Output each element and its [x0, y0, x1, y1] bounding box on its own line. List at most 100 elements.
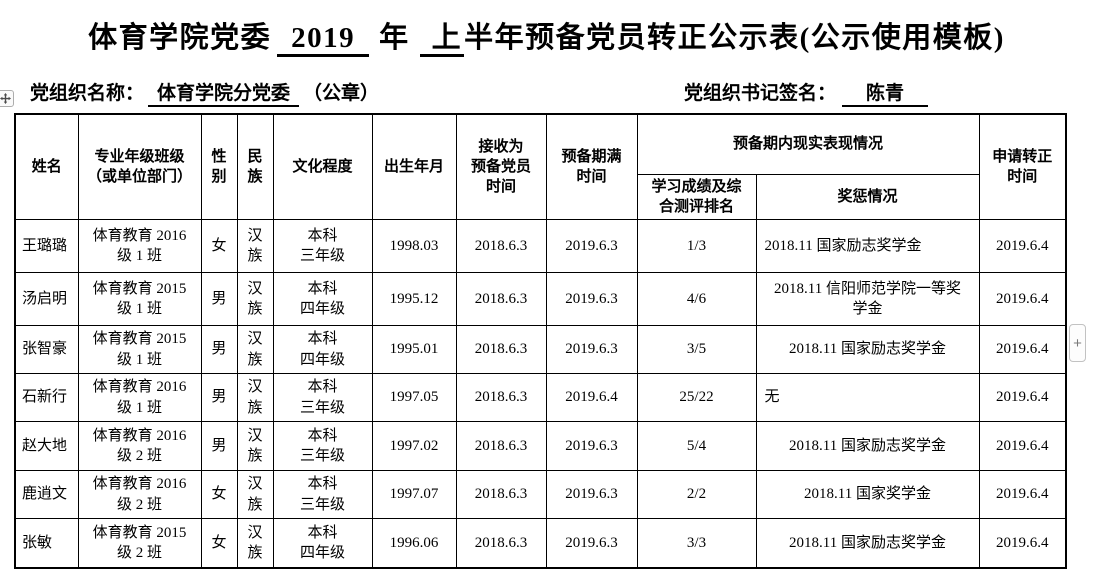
cell-awards: 2018.11 国家励志奖学金: [755, 325, 980, 374]
cell-apply: 2019.6.4: [978, 470, 1067, 519]
org-seal-note: （公章）: [303, 83, 380, 104]
cell-ethnicity: 汉族: [236, 421, 274, 471]
cell-gender: 男: [200, 373, 238, 422]
title-prefix: 体育学院党委: [88, 22, 272, 54]
cell-ranking: 1/3: [636, 219, 757, 273]
cell-ethnicity: 汉族: [236, 518, 274, 568]
cell-name: 石新行: [14, 373, 79, 422]
cell-awards: 2018.11 国家励志奖学金: [755, 219, 980, 273]
cell-education: 本科 三年级: [272, 470, 373, 519]
cell-awards: 2018.11 国家励志奖学金: [755, 518, 980, 568]
cell-apply: 2019.6.4: [978, 373, 1067, 422]
cell-awards: 无: [755, 373, 980, 422]
header-awards: 奖惩情况: [755, 173, 980, 220]
header-period-end: 预备期满 时间: [545, 113, 638, 220]
header-gender: 性别: [200, 113, 238, 220]
header-admitted: 接收为 预备党员 时间: [455, 113, 547, 220]
header-performance-group: 预备期内现实表现情况: [636, 113, 980, 175]
header-ranking: 学习成绩及综 合测评排名: [636, 173, 757, 220]
cell-apply: 2019.6.4: [978, 325, 1067, 374]
cell-ranking: 4/6: [636, 272, 757, 326]
cell-apply: 2019.6.4: [978, 219, 1067, 273]
cell-class: 体育教育 2016 级 2 班: [77, 421, 202, 471]
cell-name: 赵大地: [14, 421, 79, 471]
cell-period-end: 2019.6.3: [545, 325, 638, 374]
table-move-handle[interactable]: [0, 90, 14, 107]
cell-name: 王璐璐: [14, 219, 79, 273]
cell-ethnicity: 汉族: [236, 470, 274, 519]
title-half-underlined: 上: [419, 22, 465, 57]
cell-ethnicity: 汉族: [236, 272, 274, 326]
cell-education: 本科 三年级: [272, 219, 373, 273]
header-name: 姓名: [14, 113, 79, 220]
cell-name: 鹿逍文: [14, 470, 79, 519]
table-row: 王璐璐 体育教育 2016 级 1 班 女 汉族 本科 三年级 1998.03 …: [14, 219, 1067, 273]
cell-education: 本科 三年级: [272, 373, 373, 422]
cell-class: 体育教育 2015 级 2 班: [77, 518, 202, 568]
secretary-sign-value: 陈青: [842, 78, 929, 107]
cell-birth: 1997.07: [371, 470, 457, 519]
cell-birth: 1997.02: [371, 421, 457, 471]
cell-admitted: 2018.6.3: [455, 219, 547, 273]
table-row: 汤启明 体育教育 2015 级 1 班 男 汉族 本科 四年级 1995.12 …: [14, 272, 1067, 326]
cell-education: 本科 三年级: [272, 421, 373, 471]
page-title: 体育学院党委 2019 年上半年预备党员转正公示表(公示使用模板): [0, 14, 1093, 57]
cell-admitted: 2018.6.3: [455, 373, 547, 422]
cell-period-end: 2019.6.3: [545, 272, 638, 326]
table-row: 赵大地 体育教育 2016 级 2 班 男 汉族 本科 三年级 1997.02 …: [14, 421, 1067, 471]
title-year-underlined: 2019: [277, 22, 370, 57]
cell-birth: 1998.03: [371, 219, 457, 273]
cell-birth: 1995.01: [371, 325, 457, 374]
cell-education: 本科 四年级: [272, 325, 373, 374]
cell-apply: 2019.6.4: [978, 518, 1067, 568]
cell-class: 体育教育 2015 级 1 班: [77, 325, 202, 374]
plus-icon: +: [1073, 334, 1082, 352]
cell-class: 体育教育 2016 级 1 班: [77, 373, 202, 422]
cell-period-end: 2019.6.4: [545, 373, 638, 422]
org-name-line: 党组织名称： 体育学院分党委 （公章）: [30, 78, 379, 107]
org-name-value: 体育学院分党委: [148, 78, 300, 107]
cell-awards: 2018.11 信阳师范学院一等奖 学金: [755, 272, 980, 326]
title-rest: 半年预备党员转正公示表(公示使用模板): [464, 22, 1005, 54]
cell-ethnicity: 汉族: [236, 373, 274, 422]
title-year-unit: 年: [379, 22, 410, 54]
cell-education: 本科 四年级: [272, 272, 373, 326]
cell-gender: 女: [200, 518, 238, 568]
cell-ranking: 3/3: [636, 518, 757, 568]
cell-gender: 男: [200, 325, 238, 374]
header-birth: 出生年月: [371, 113, 457, 220]
cell-period-end: 2019.6.3: [545, 219, 638, 273]
cell-birth: 1995.12: [371, 272, 457, 326]
cell-birth: 1997.05: [371, 373, 457, 422]
secretary-sign-line: 党组织书记签名： 陈青: [684, 78, 929, 107]
cell-class: 体育教育 2016 级 2 班: [77, 470, 202, 519]
header-apply: 申请转正 时间: [978, 113, 1067, 220]
header-class: 专业年级班级 （或单位部门）: [77, 113, 202, 220]
cell-apply: 2019.6.4: [978, 272, 1067, 326]
cell-name: 张敏: [14, 518, 79, 568]
cell-period-end: 2019.6.3: [545, 518, 638, 568]
info-line: 党组织名称： 体育学院分党委 （公章） 党组织书记签名： 陈青: [0, 78, 1093, 107]
cell-admitted: 2018.6.3: [455, 518, 547, 568]
cell-ethnicity: 汉族: [236, 325, 274, 374]
table-row: 石新行 体育教育 2016 级 1 班 男 汉族 本科 三年级 1997.05 …: [14, 373, 1067, 422]
cell-class: 体育教育 2015 级 1 班: [77, 272, 202, 326]
cell-ranking: 25/22: [636, 373, 757, 422]
cell-ethnicity: 汉族: [236, 219, 274, 273]
table-insert-handle[interactable]: +: [1069, 324, 1086, 362]
cell-ranking: 5/4: [636, 421, 757, 471]
cell-awards: 2018.11 国家励志奖学金: [755, 421, 980, 471]
header-education: 文化程度: [272, 113, 373, 220]
move-cross-icon: [0, 93, 11, 104]
cell-name: 张智豪: [14, 325, 79, 374]
cell-gender: 男: [200, 272, 238, 326]
cell-class: 体育教育 2016 级 1 班: [77, 219, 202, 273]
table-row: 张敏 体育教育 2015 级 2 班 女 汉族 本科 四年级 1996.06 2…: [14, 518, 1067, 568]
cell-admitted: 2018.6.3: [455, 470, 547, 519]
cell-gender: 女: [200, 470, 238, 519]
members-table: 姓名 专业年级班级 （或单位部门） 性别 民族 文化程度 出生年月 接收为 预备…: [14, 113, 1068, 569]
cell-awards: 2018.11 国家奖学金: [755, 470, 980, 519]
table-row: 鹿逍文 体育教育 2016 级 2 班 女 汉族 本科 三年级 1997.07 …: [14, 470, 1067, 519]
cell-education: 本科 四年级: [272, 518, 373, 568]
cell-period-end: 2019.6.3: [545, 421, 638, 471]
